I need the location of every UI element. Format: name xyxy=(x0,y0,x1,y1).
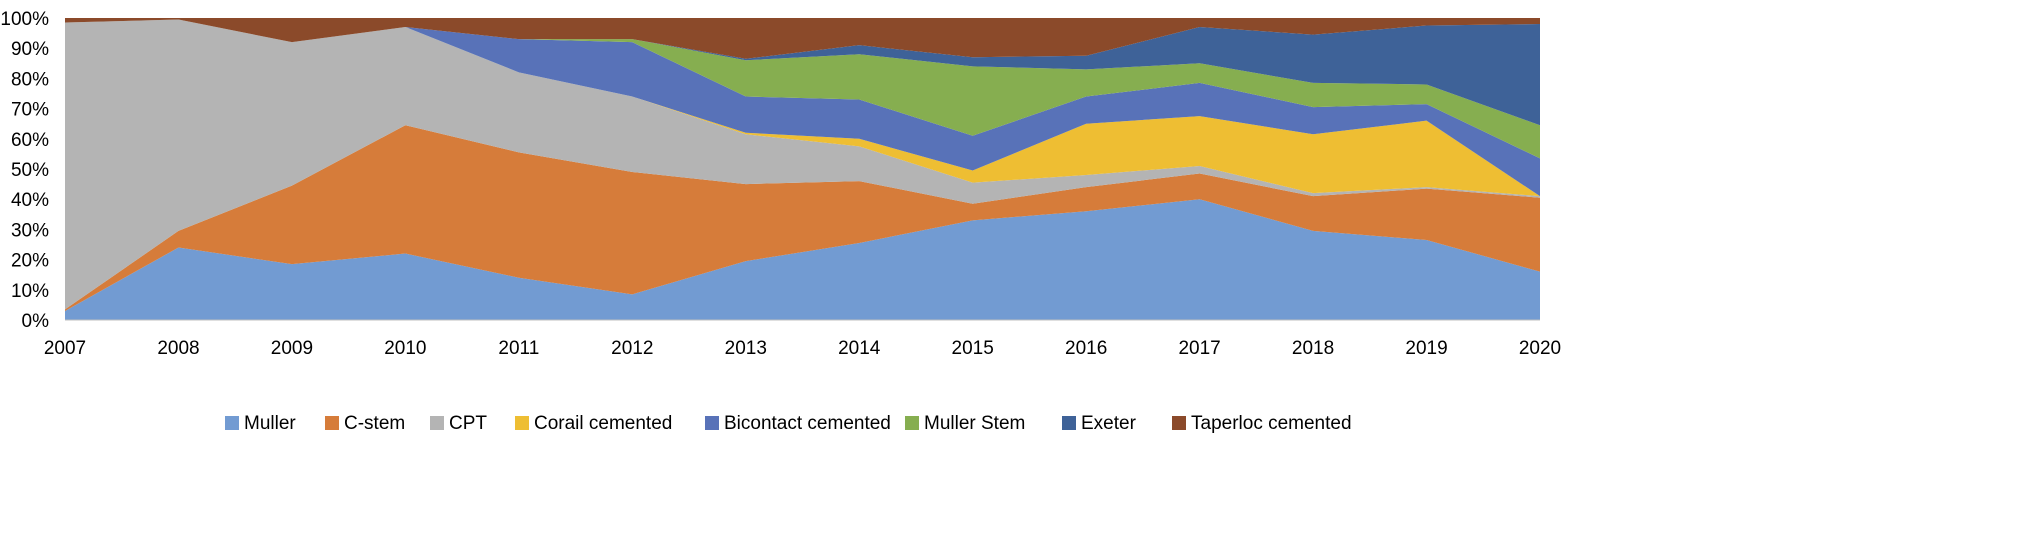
x-tick-label: 2007 xyxy=(44,338,86,359)
area-series-bicontact-cemented xyxy=(65,19,1540,197)
legend-swatch xyxy=(705,416,719,430)
y-tick-label: 30% xyxy=(11,220,49,241)
legend-swatch xyxy=(905,416,919,430)
y-tick-label: 40% xyxy=(11,190,49,211)
legend-swatch xyxy=(225,416,239,430)
legend-label: Bicontact cemented xyxy=(724,413,891,434)
legend-swatch xyxy=(515,416,529,430)
x-tick-label: 2009 xyxy=(271,338,313,359)
area-series-exeter xyxy=(65,19,1540,126)
x-tick-label: 2019 xyxy=(1405,338,1447,359)
y-tick-label: 70% xyxy=(11,100,49,121)
legend-label: C-stem xyxy=(344,413,405,434)
area-series-cpt xyxy=(65,19,1540,310)
y-tick-label: 60% xyxy=(11,130,49,151)
x-tick-label: 2018 xyxy=(1292,338,1334,359)
legend-label: Muller Stem xyxy=(924,413,1025,434)
y-tick-label: 80% xyxy=(11,69,49,90)
x-tick-label: 2014 xyxy=(838,338,881,359)
legend-label: CPT xyxy=(449,413,487,434)
area-series-muller-stem xyxy=(65,19,1540,159)
area-series-taperloc-cemented xyxy=(65,18,1540,59)
x-tick-label: 2016 xyxy=(1065,338,1107,359)
y-tick-label: 50% xyxy=(11,160,49,181)
legend-label: Taperloc cemented xyxy=(1191,413,1352,434)
y-tick-label: 90% xyxy=(11,39,49,60)
y-tick-label: 20% xyxy=(11,251,49,272)
y-tick-label: 0% xyxy=(22,311,50,332)
legend-swatch xyxy=(430,416,444,430)
y-tick-label: 10% xyxy=(11,281,49,302)
legend-label: Muller xyxy=(244,413,296,434)
y-tick-label: 100% xyxy=(0,9,49,30)
legend-swatch xyxy=(1062,416,1076,430)
x-tick-label: 2013 xyxy=(725,338,767,359)
legend-label: Exeter xyxy=(1081,413,1137,434)
area-series-c-stem xyxy=(65,125,1540,311)
x-tick-label: 2017 xyxy=(1178,338,1220,359)
x-tick-label: 2015 xyxy=(952,338,994,359)
legend-swatch xyxy=(1172,416,1186,430)
area-series-muller xyxy=(65,199,1540,320)
x-tick-label: 2008 xyxy=(157,338,199,359)
x-tick-label: 2012 xyxy=(611,338,653,359)
x-tick-label: 2011 xyxy=(498,338,539,359)
legend-swatch xyxy=(325,416,339,430)
area-series-corail-cemented xyxy=(65,19,1540,197)
x-tick-label: 2020 xyxy=(1519,338,1561,359)
x-tick-label: 2010 xyxy=(384,338,426,359)
legend-label: Corail cemented xyxy=(534,413,672,434)
